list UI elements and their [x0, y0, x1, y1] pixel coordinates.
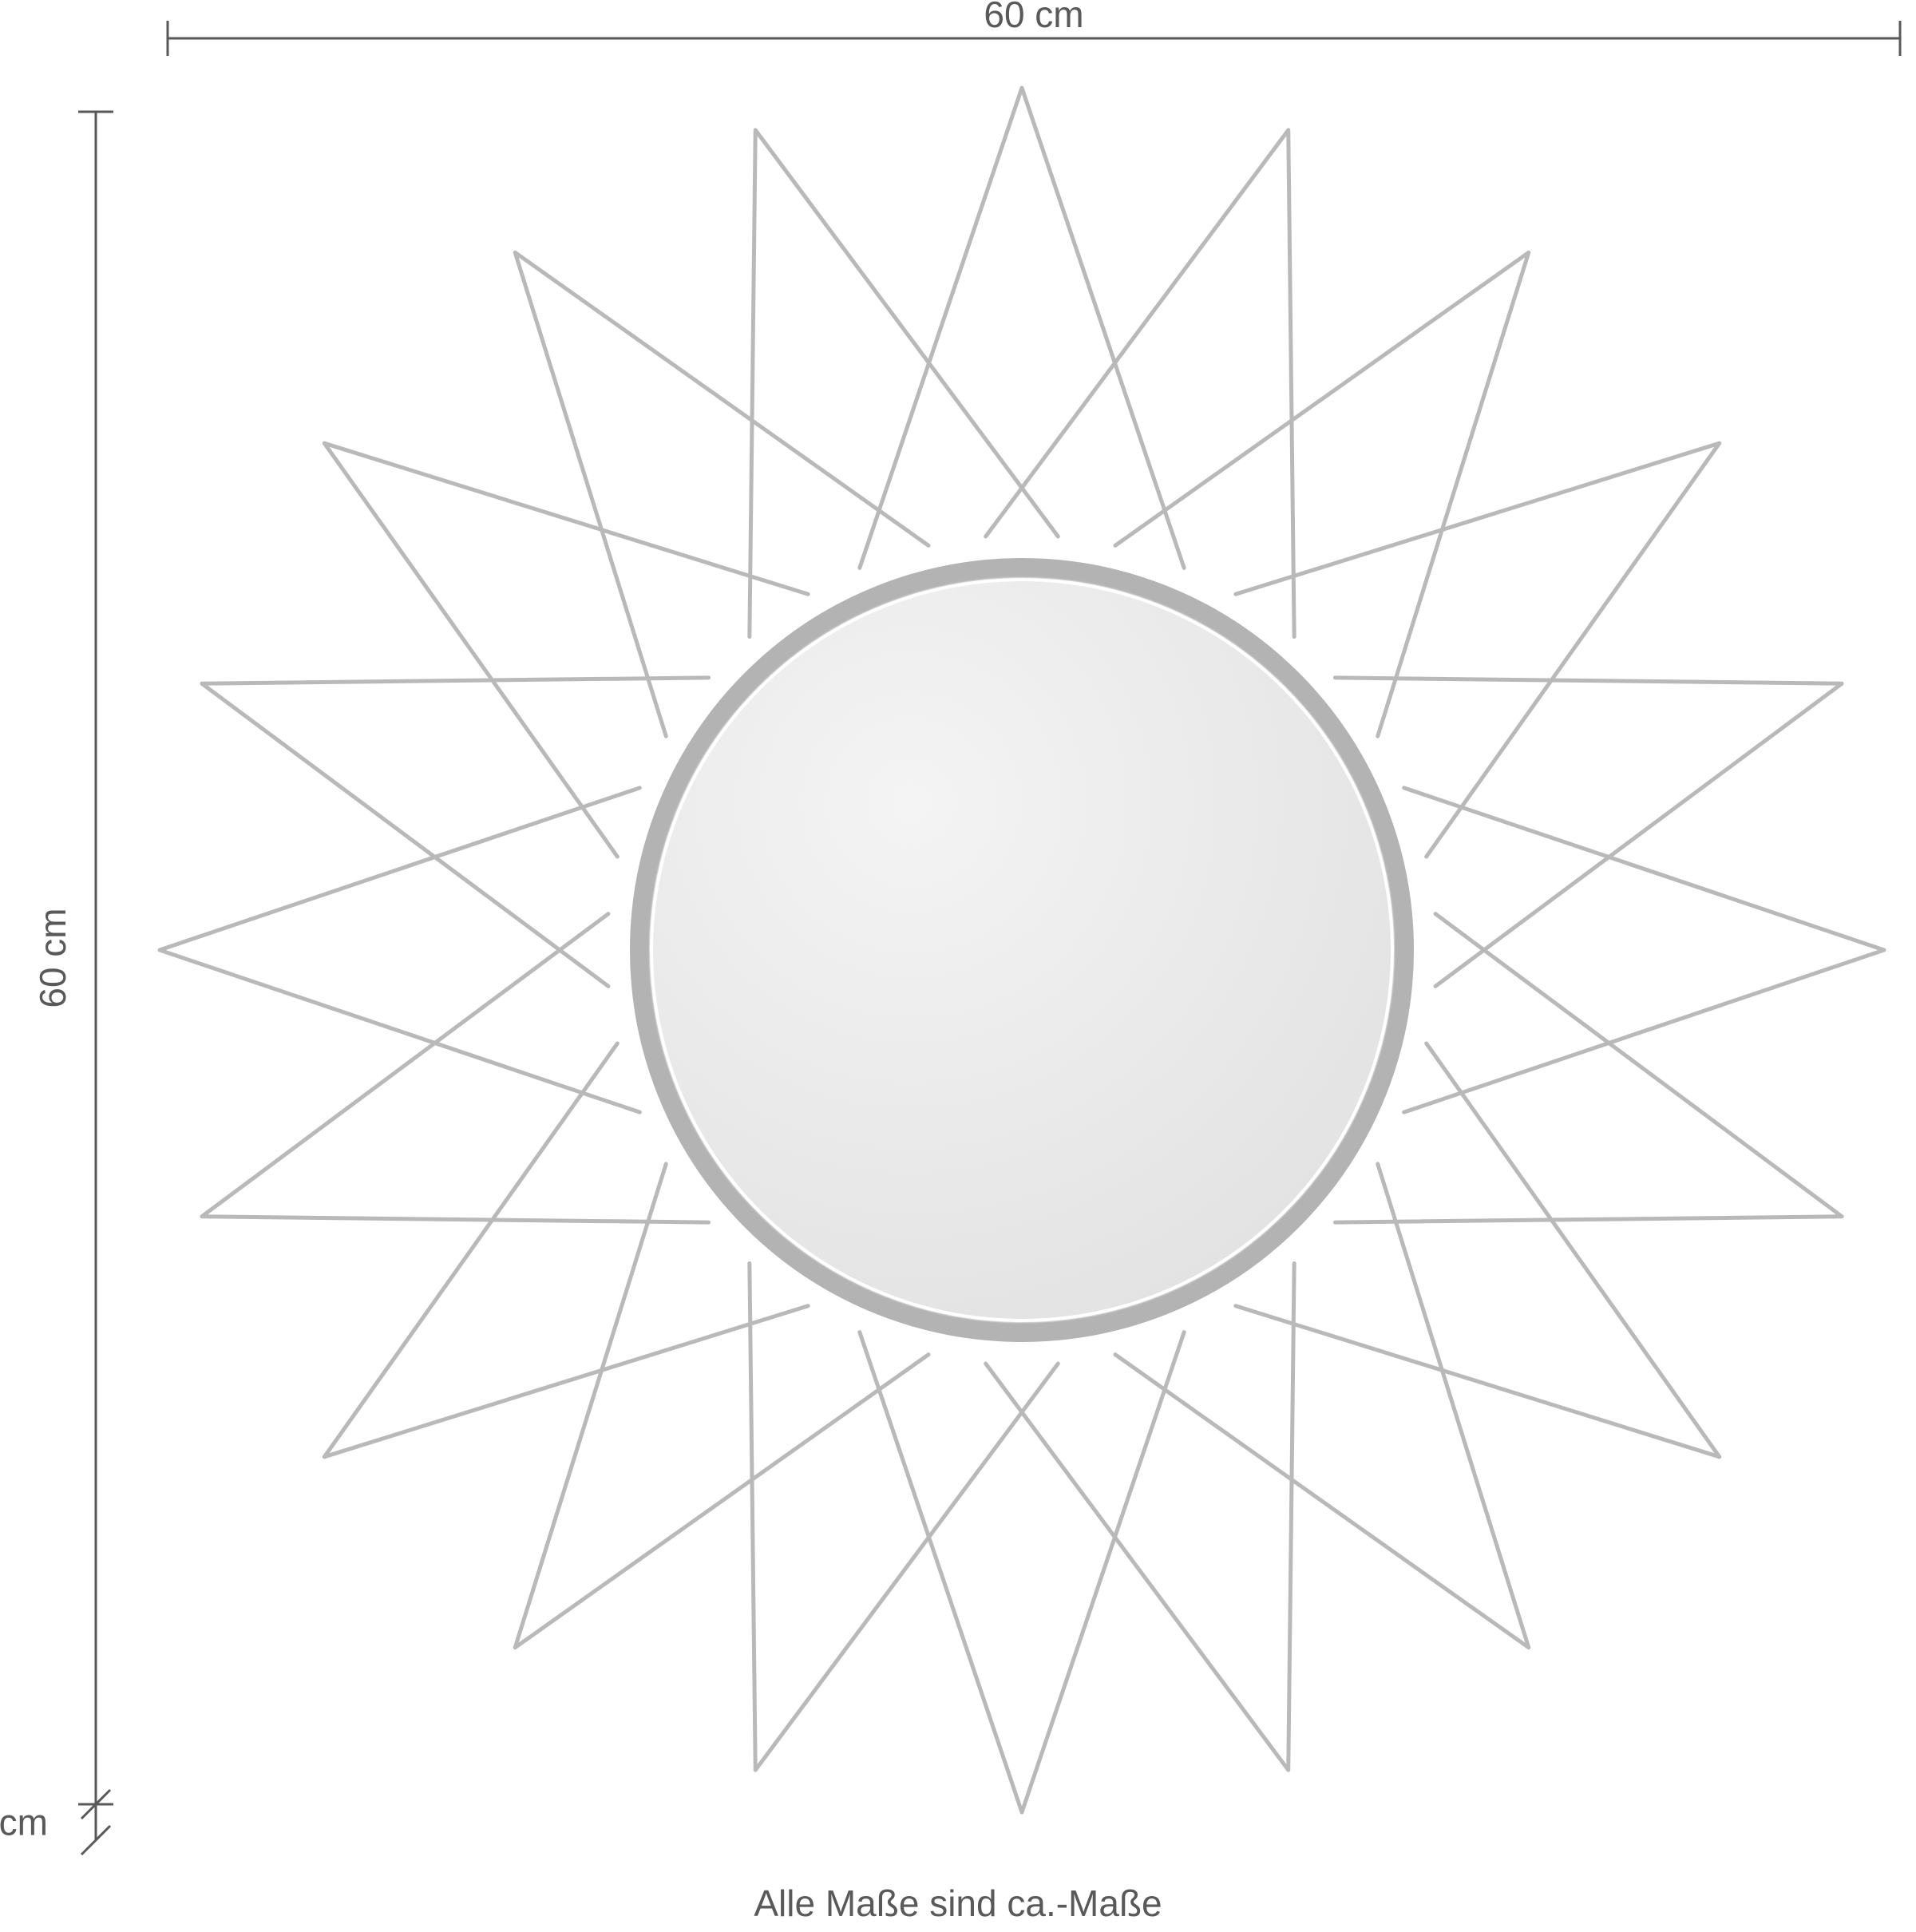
footer-note: Alle Maße sind ca.-Maße — [754, 1883, 1162, 1924]
sunburst-mirror — [160, 88, 1884, 1812]
wire-ray — [160, 788, 639, 1112]
mirror-glass — [653, 581, 1391, 1319]
width-label: 60 cm — [984, 0, 1083, 35]
height-dimension: 60 cm — [32, 112, 113, 1804]
height-label: 60 cm — [32, 908, 73, 1008]
wire-ray — [860, 88, 1184, 568]
wire-ray — [1404, 788, 1884, 1112]
depth-dimension: 2 cm — [0, 1790, 110, 1855]
wire-ray — [860, 1332, 1184, 1812]
dimension-diagram: 60 cm 60 cm 2 cm Alle Maße sind ca.-Maße — [0, 0, 1916, 1932]
width-dimension: 60 cm — [168, 0, 1900, 56]
depth-label: 2 cm — [0, 1802, 48, 1843]
